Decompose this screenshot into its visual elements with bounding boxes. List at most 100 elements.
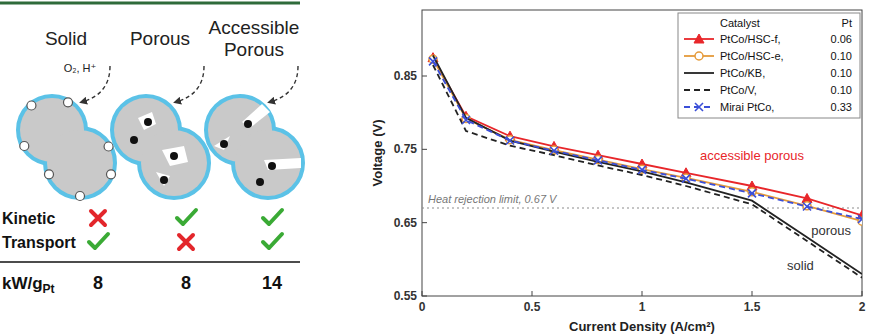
plot-frame	[422, 10, 862, 296]
legend-pt: 0.10	[831, 84, 852, 96]
legend-pt: 0.10	[831, 67, 852, 79]
pt-particle	[107, 170, 116, 179]
pt-particle	[268, 162, 276, 170]
legend-pt: 0.10	[831, 50, 852, 62]
open-pore	[264, 158, 301, 170]
x-tick-label: 0.5	[524, 300, 541, 314]
cross	[91, 211, 105, 225]
carbon-support	[235, 130, 301, 196]
pt-particle	[130, 136, 138, 144]
ionomer-shell	[47, 130, 113, 196]
heat-rejection-line	[422, 207, 862, 208]
hline-label: Heat rejection limit, 0.67 V	[428, 193, 558, 205]
legend-swatch	[684, 72, 714, 74]
column-heading: AccessiblePorous	[209, 17, 300, 60]
heading-line: Accessible	[209, 17, 300, 38]
y-axis-title: Voltage (V)	[370, 120, 385, 187]
reactant-arrow	[270, 66, 298, 102]
metric-label-main: kW/g	[2, 274, 43, 293]
series-marker	[462, 116, 470, 124]
y-tick-label: 0.65	[394, 216, 418, 230]
x-tick	[862, 291, 863, 296]
figure: SolidPorousAccessiblePorousO₂, H⁺Kinetic…	[0, 0, 882, 336]
check	[263, 210, 282, 224]
legend-marker	[694, 34, 704, 43]
cross	[179, 235, 193, 249]
legend-label: Mirai PtCo,	[720, 101, 774, 113]
open-pore	[242, 104, 270, 128]
legend-header: Catalyst	[720, 17, 760, 29]
legend-label: PtCo/HSC-f,	[720, 33, 781, 45]
particle-porous	[114, 66, 207, 196]
pt-particle	[76, 192, 85, 201]
x-tick-label: 2	[859, 300, 866, 314]
metric-value: 14	[262, 273, 282, 293]
x-tick-label: 1.5	[744, 300, 761, 314]
x-axis-title: Current Density (A/cm²)	[569, 319, 715, 334]
pore	[156, 172, 170, 186]
pt-particle	[20, 142, 29, 151]
annotation: porous	[811, 223, 851, 238]
particle-accessible	[208, 66, 301, 196]
check	[177, 210, 196, 224]
y-tick	[422, 222, 427, 223]
x-tick-label: 0	[419, 300, 426, 314]
x-tick	[532, 291, 533, 296]
annotation: accessible porous	[700, 148, 805, 163]
series-marker	[429, 57, 437, 65]
series-marker	[638, 166, 646, 174]
legend: Catalyst Pt PtCo/HSC-f, 0.06 PtCo/HSC-e, 0.10…	[678, 13, 860, 118]
legend-label: PtCo/KB,	[720, 67, 765, 79]
pt-particle	[170, 152, 178, 160]
pt-particle	[27, 101, 36, 110]
pt-particle	[220, 140, 228, 148]
pore	[162, 146, 188, 166]
row-label: Transport	[2, 234, 76, 251]
y-tick-label: 0.75	[394, 142, 418, 156]
column-heading: Solid	[45, 28, 87, 49]
particle-solid	[20, 66, 116, 201]
legend-marker	[695, 103, 703, 111]
x-tick	[642, 291, 643, 296]
series-marker	[682, 175, 690, 183]
column-heading: Porous	[130, 28, 190, 49]
legend-header: Pt	[842, 17, 852, 29]
pt-particle	[160, 176, 168, 184]
series-marker	[550, 147, 558, 155]
pore	[138, 112, 156, 130]
x-tick	[752, 291, 753, 296]
series-marker	[594, 156, 602, 164]
reactant-arrow	[176, 66, 204, 102]
series-marker	[506, 137, 514, 145]
legend-swatch	[684, 89, 714, 91]
series-marker	[748, 189, 756, 197]
y-tick-label: 0.55	[394, 289, 418, 303]
y-tick-label: 0.85	[394, 69, 418, 83]
metric-value: 8	[93, 273, 103, 293]
heading-line: Porous	[224, 39, 284, 60]
y-tick	[422, 296, 427, 297]
carbon-support	[141, 130, 207, 196]
x-tick-label: 1	[639, 300, 646, 314]
carbon-support	[47, 130, 113, 196]
y-tick	[422, 149, 427, 150]
arrow-label: O₂, H⁺	[64, 62, 97, 74]
check	[263, 234, 282, 248]
header-rule	[0, 2, 300, 5]
legend-label: PtCo/HSC-e,	[720, 50, 784, 62]
ionomer-shell	[235, 130, 301, 196]
legend-marker	[695, 52, 703, 60]
pt-particle	[104, 142, 113, 151]
metric-value: 8	[181, 273, 191, 293]
table-rule	[0, 261, 300, 263]
pt-particle	[244, 120, 252, 128]
metric-label-sub: Pt	[43, 282, 55, 296]
pt-particle	[44, 170, 53, 179]
legend-pt: 0.06	[831, 33, 852, 45]
legend-pt: 0.33	[831, 101, 852, 113]
pt-particle	[256, 178, 264, 186]
series-marker	[803, 202, 811, 210]
x-tick	[422, 291, 423, 296]
ionomer-shell	[141, 130, 207, 196]
open-pore	[214, 136, 230, 150]
